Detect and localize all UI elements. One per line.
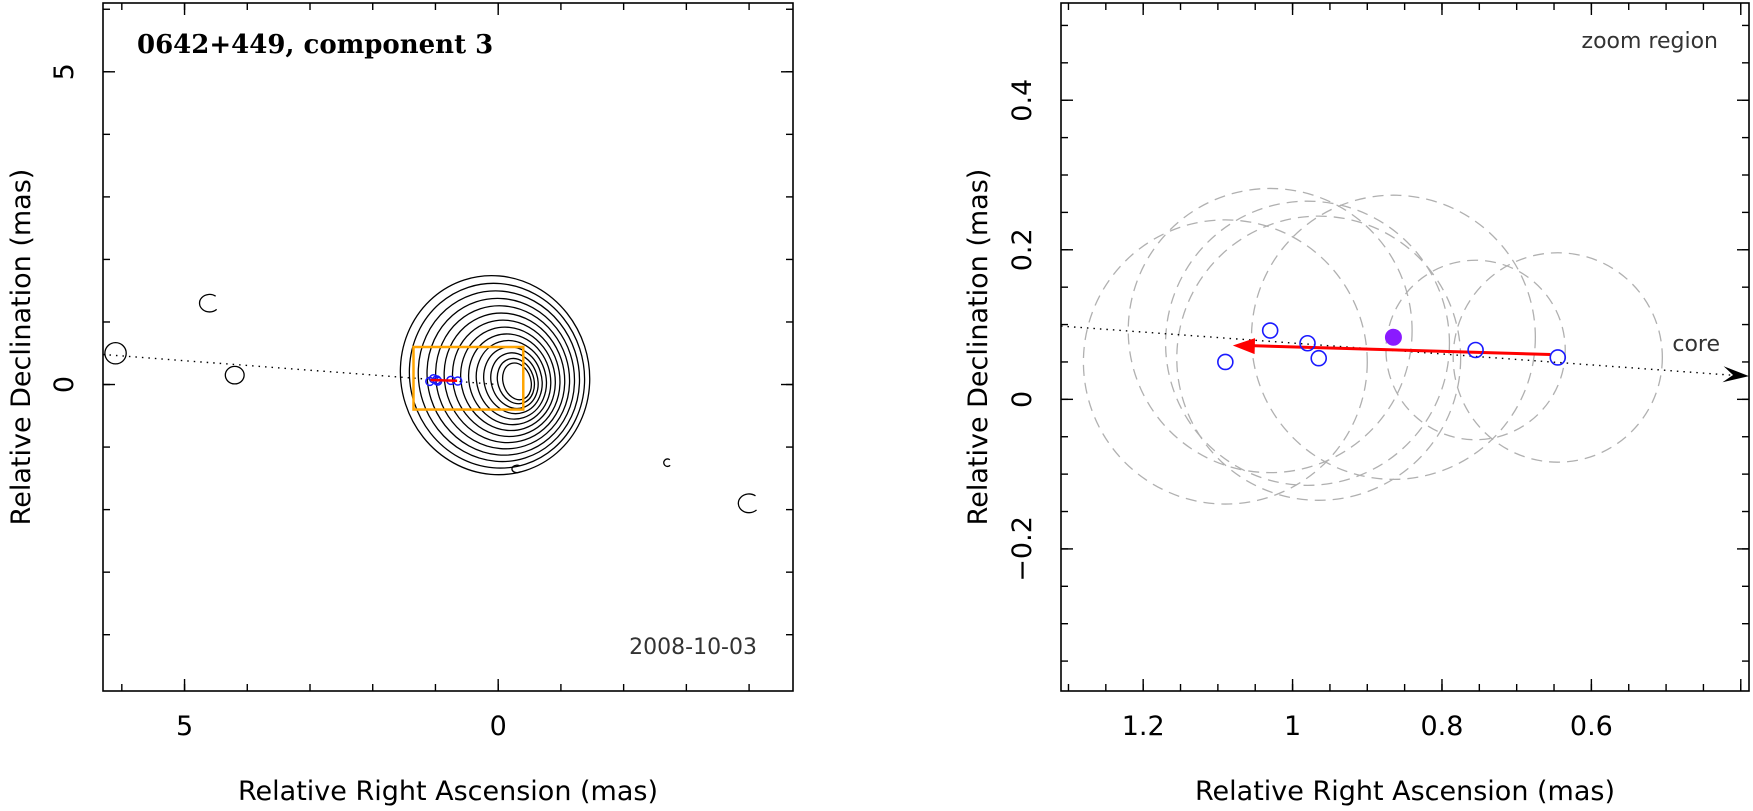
component-position [1549,349,1567,366]
x-tick-label: 0 [490,711,507,742]
right-y-axis-title: Relative Declination (mas) [963,169,994,526]
error-circle [1452,252,1663,463]
epoch-label: 2008-10-03 [629,635,757,660]
left-plot-frame [102,2,794,692]
y-tick-label: −0.2 [1007,516,1038,582]
velocity-arrow-head [1232,338,1256,355]
faint-contour [198,293,218,313]
left-component-markers [425,374,463,387]
velocity-arrow [1232,338,1551,356]
right-ticks [1061,3,1749,691]
component-position [1310,349,1328,367]
x-tick-label: 5 [176,711,193,742]
left-panel-title: 0642+449, component 3 [137,30,493,60]
right-jet-axis-arrowhead [1722,366,1749,383]
right-component-positions [1217,322,1567,371]
contour-level [475,339,548,420]
error-circle [1176,215,1462,501]
faint-contour [224,365,245,385]
x-tick-label: 1.2 [1122,711,1165,742]
error-circle [1082,219,1368,505]
x-tick-label: 1 [1284,711,1301,742]
y-tick-label: 0 [49,376,80,393]
faint-contour [104,341,127,365]
right-error-circles [1082,187,1663,505]
zoom-region-box [412,345,525,411]
left-x-axis-title: Relative Right Ascension (mas) [238,776,658,807]
contour-level [467,333,552,426]
right-x-tick-labels: 1.2 1 0.8 0.6 [1122,711,1613,742]
component-position [1261,322,1279,339]
y-tick-label: 5 [49,63,80,80]
left-ticks [103,3,793,691]
velocity-arrow-shaft [1246,344,1551,356]
right-y-tick-labels: 0.4 0.2 0 −0.2 [1007,79,1038,582]
contour-level [435,305,571,450]
contour-level [417,290,581,463]
error-circle [1250,194,1537,481]
x-tick-label: 0.6 [1570,711,1613,742]
left-core-contours [399,274,591,476]
contour-level [399,274,591,476]
y-tick-label: 0 [1007,391,1038,408]
left-zoom-box [412,345,525,411]
y-tick-label: 0.2 [1007,228,1038,271]
contour-level [459,326,556,432]
contour-level [490,352,539,410]
component-position [1299,334,1316,352]
y-tick-label: 0.4 [1007,79,1038,122]
core-direction-label: core [1672,332,1720,357]
error-circle [1164,200,1451,486]
contour-level [426,297,576,456]
right-x-axis-title: Relative Right Ascension (mas) [1195,776,1615,807]
left-y-tick-labels: 50 [49,63,80,393]
velocity-arrow-mini [430,378,458,383]
mean-position-point [1384,328,1402,346]
component-position [1217,353,1234,371]
right-panel-zoom: zoom region core 1.2 1 0.8 0.6 0.40.20−0.2 … [963,2,1750,807]
error-circle [1385,259,1566,441]
error-circle [1127,187,1413,474]
component-position [1467,341,1484,359]
left-y-axis-title: Relative Declination (mas) [6,169,37,526]
faint-contour [737,493,757,514]
left-jet-axis-line [102,353,499,386]
zoom-region-label: zoom region [1582,29,1718,54]
contour-level [443,312,566,444]
contour-level [451,319,561,438]
right-plot-frame [1060,2,1750,692]
faint-contour [663,458,671,468]
x-tick-label: 0.8 [1421,711,1464,742]
